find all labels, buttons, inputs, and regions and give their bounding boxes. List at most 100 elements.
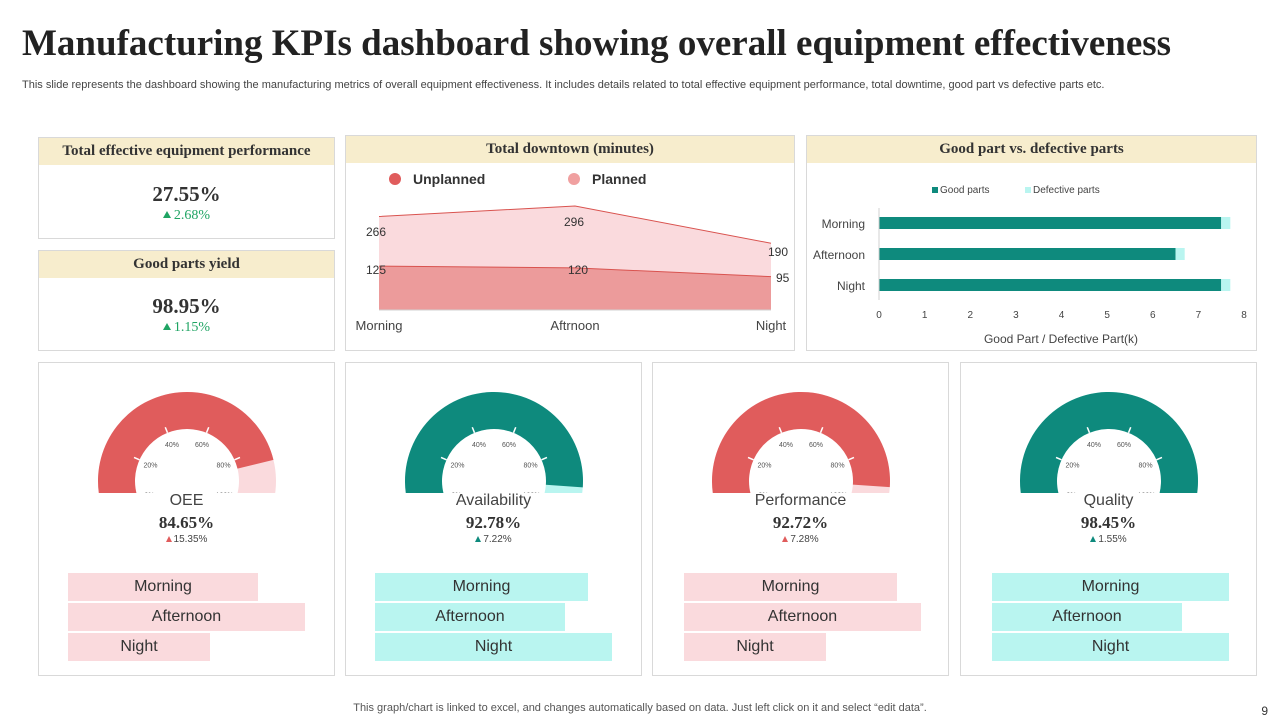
x-tick-label: 5 [1104, 310, 1110, 321]
kpi-delta: 1.15% [39, 320, 334, 336]
x-tick-label: 8 [1241, 310, 1247, 321]
data-label-planned: 266 [366, 225, 386, 239]
shift-bar-night[interactable]: Night [68, 633, 210, 661]
up-arrow-icon [165, 536, 172, 542]
up-arrow-icon [475, 536, 482, 542]
gauge-panel-performance[interactable]: 0%20%40%60%80%100%Performance92.72%7.28%… [652, 362, 949, 676]
shift-bar-afternoon[interactable]: Afternoon [375, 603, 565, 631]
good-vs-defective-bar-chart[interactable]: Good parts Defective parts Morning Afternoo… [807, 136, 1258, 352]
page-subtitle: This slide represents the dashboard show… [22, 79, 1105, 91]
shift-bar-night[interactable]: Night [992, 633, 1229, 661]
gauge-fill[interactable] [98, 392, 274, 493]
x-axis-title: Good Part / Defective Part(k) [984, 332, 1138, 346]
good-vs-defective-panel[interactable]: Good part vs. defective parts Good parts… [806, 135, 1257, 351]
gauge-tick [848, 456, 855, 461]
gauge-availability[interactable]: 0%20%40%60%80%100% [346, 363, 643, 493]
legend-marker [1025, 187, 1031, 193]
gauge-panel-quality[interactable]: 0%20%40%60%80%100%Quality 98.45% 1.55% Morn… [960, 362, 1257, 676]
x-tick-label: 4 [1059, 310, 1065, 321]
x-tick-label: 2 [967, 310, 973, 321]
bar-good-parts[interactable] [879, 217, 1222, 229]
shift-bar-morning[interactable]: Morning [992, 573, 1229, 601]
kpi-value: 27.55% [152, 182, 221, 206]
shift-bar-morning[interactable]: Morning [68, 573, 258, 601]
kpi-card-title: Total effective equipment performance [39, 138, 334, 165]
data-label-planned: 190 [768, 245, 788, 259]
gauge-tick-label: 20% [757, 463, 771, 470]
legend-marker-unplanned [389, 173, 401, 185]
gauge-value: 84.65% [158, 513, 215, 532]
x-tick-label: Aftrnoon [550, 318, 599, 333]
x-tick-label: Night [756, 318, 787, 333]
gauge-tick [471, 426, 476, 434]
gauge-tick-label: 60% [809, 442, 823, 449]
page-number: 9 [1261, 704, 1268, 718]
up-arrow-icon [1090, 536, 1097, 542]
bar-defective-parts[interactable] [1221, 217, 1231, 229]
downtime-chart-title: Total downtown (minutes) [346, 136, 794, 163]
area-unplanned[interactable] [379, 266, 771, 310]
gauge-panel-oee[interactable]: 0%20%40%60%80%100%OEE 84.65% 15.35% Morning… [38, 362, 335, 676]
gauge-oee[interactable]: 0%20%40%60%80%100% [39, 363, 336, 493]
gauge-quality[interactable]: 0%20%40%60%80%100% [961, 363, 1258, 493]
legend-label: Defective parts [1033, 185, 1100, 196]
gauge-tick [133, 456, 140, 461]
gauge-performance[interactable]: 0%20%40%60%80%100% [653, 363, 950, 493]
y-tick-label: Night [837, 279, 866, 293]
kpi-delta-text: 2.68% [173, 208, 211, 223]
gauge-tick [440, 456, 447, 461]
bar-good-parts[interactable] [879, 248, 1176, 260]
gauge-tick-label: 60% [195, 442, 209, 449]
gauge-name: Quality [1083, 492, 1134, 509]
gauge-fill[interactable] [404, 392, 583, 493]
bar-defective-parts[interactable] [1221, 279, 1231, 291]
shift-bar-afternoon[interactable]: Afternoon [68, 603, 305, 631]
data-label-planned: 296 [564, 215, 584, 229]
gauge-delta-text: 7.22% [483, 534, 512, 545]
gauge-tick-label: 80% [831, 463, 845, 470]
shift-bar-night[interactable]: Night [375, 633, 612, 661]
downtime-chart-panel[interactable]: Total downtown (minutes) Unplanned Planne… [345, 135, 795, 351]
gauge-value: 92.78% [465, 513, 522, 532]
kpi-card-teep[interactable]: Total effective equipment performance 27… [38, 137, 335, 239]
up-arrow-icon [782, 536, 789, 542]
gauge-tick [1156, 456, 1163, 461]
gauge-name: Availability [455, 492, 532, 509]
gauge-tick-label: 20% [1065, 463, 1079, 470]
up-arrow-icon [162, 323, 171, 330]
gauge-tick [164, 426, 169, 434]
legend-label: Good parts [940, 185, 989, 196]
legend-marker [932, 187, 938, 193]
up-arrow-icon [162, 211, 171, 218]
line-planned [378, 205, 772, 244]
gauge-panel-availability[interactable]: 0%20%40%60%80%100%Availability 92.78% 7.22… [345, 362, 642, 676]
x-tick-label: 3 [1013, 310, 1019, 321]
kpi-delta-text: 1.15% [173, 320, 211, 335]
gauge-delta: 15.35% [39, 534, 334, 545]
data-label-unplanned: 95 [776, 271, 790, 285]
gauge-delta: 1.55% [961, 534, 1256, 545]
data-label-unplanned: 120 [568, 263, 588, 277]
shift-bar-afternoon[interactable]: Afternoon [684, 603, 921, 631]
x-tick-label: 0 [876, 310, 882, 321]
legend-label-planned: Planned [592, 171, 646, 187]
gauge-fill[interactable] [712, 392, 890, 493]
gauge-tick [234, 456, 241, 461]
downtime-area-chart[interactable]: Unplanned Planned 266 296 190 125 120 95 Morning… [346, 136, 796, 352]
gauge-name: OEE [169, 492, 204, 509]
x-tick-label: Morning [356, 318, 403, 333]
bar-defective-parts[interactable] [1175, 248, 1185, 260]
gauge-delta-text: 1.55% [1098, 534, 1127, 545]
gauge-tick-label: 40% [779, 442, 793, 449]
shift-bar-afternoon[interactable]: Afternoon [992, 603, 1182, 631]
gauge-tick [819, 426, 824, 434]
shift-bar-morning[interactable]: Morning [684, 573, 897, 601]
kpi-card-good-parts-yield[interactable]: Good parts yield 98.95% 1.15% [38, 250, 335, 351]
gauge-fill[interactable] [1020, 392, 1198, 493]
gauge-tick-label: 60% [1117, 442, 1131, 449]
shift-bar-night[interactable]: Night [684, 633, 826, 661]
bar-good-parts[interactable] [879, 279, 1222, 291]
gauge-value: 98.45% [1080, 513, 1137, 532]
shift-bar-morning[interactable]: Morning [375, 573, 588, 601]
gauge-tick-label: 80% [524, 463, 538, 470]
